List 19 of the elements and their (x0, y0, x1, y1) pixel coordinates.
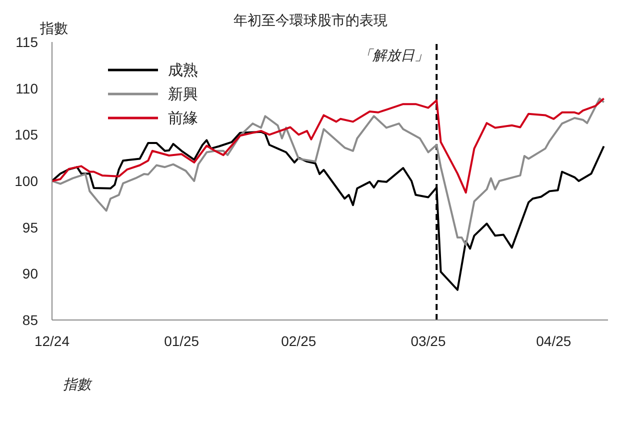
x-tick-label: 02/25 (281, 332, 316, 349)
text: 指數 (63, 376, 91, 394)
y-tick-label: 110 (16, 80, 38, 96)
x-tick-label: 04/25 (536, 332, 572, 349)
y-tick-label: 95 (22, 219, 38, 236)
legend-label: 成熟 (168, 60, 198, 80)
x-tick-label: 12/24 (34, 332, 70, 349)
y-tick-label: 100 (14, 172, 38, 189)
y-tick-label: 90 (22, 266, 38, 282)
y-axis-title: 指數 (40, 20, 68, 38)
x-tick-label: 03/25 (410, 332, 446, 349)
legend-label: 前緣 (168, 108, 198, 128)
chart-title: 年初至今環球股市的表現 (234, 12, 388, 28)
x-tick-label: 01/25 (164, 332, 200, 349)
y-tick-label: 105 (14, 126, 38, 143)
y-tick-label: 85 (22, 312, 38, 328)
y-tick-label: 115 (16, 34, 38, 50)
ref-line-label: 「解放日」 (358, 46, 429, 63)
legend-label: 新興 (168, 84, 198, 104)
